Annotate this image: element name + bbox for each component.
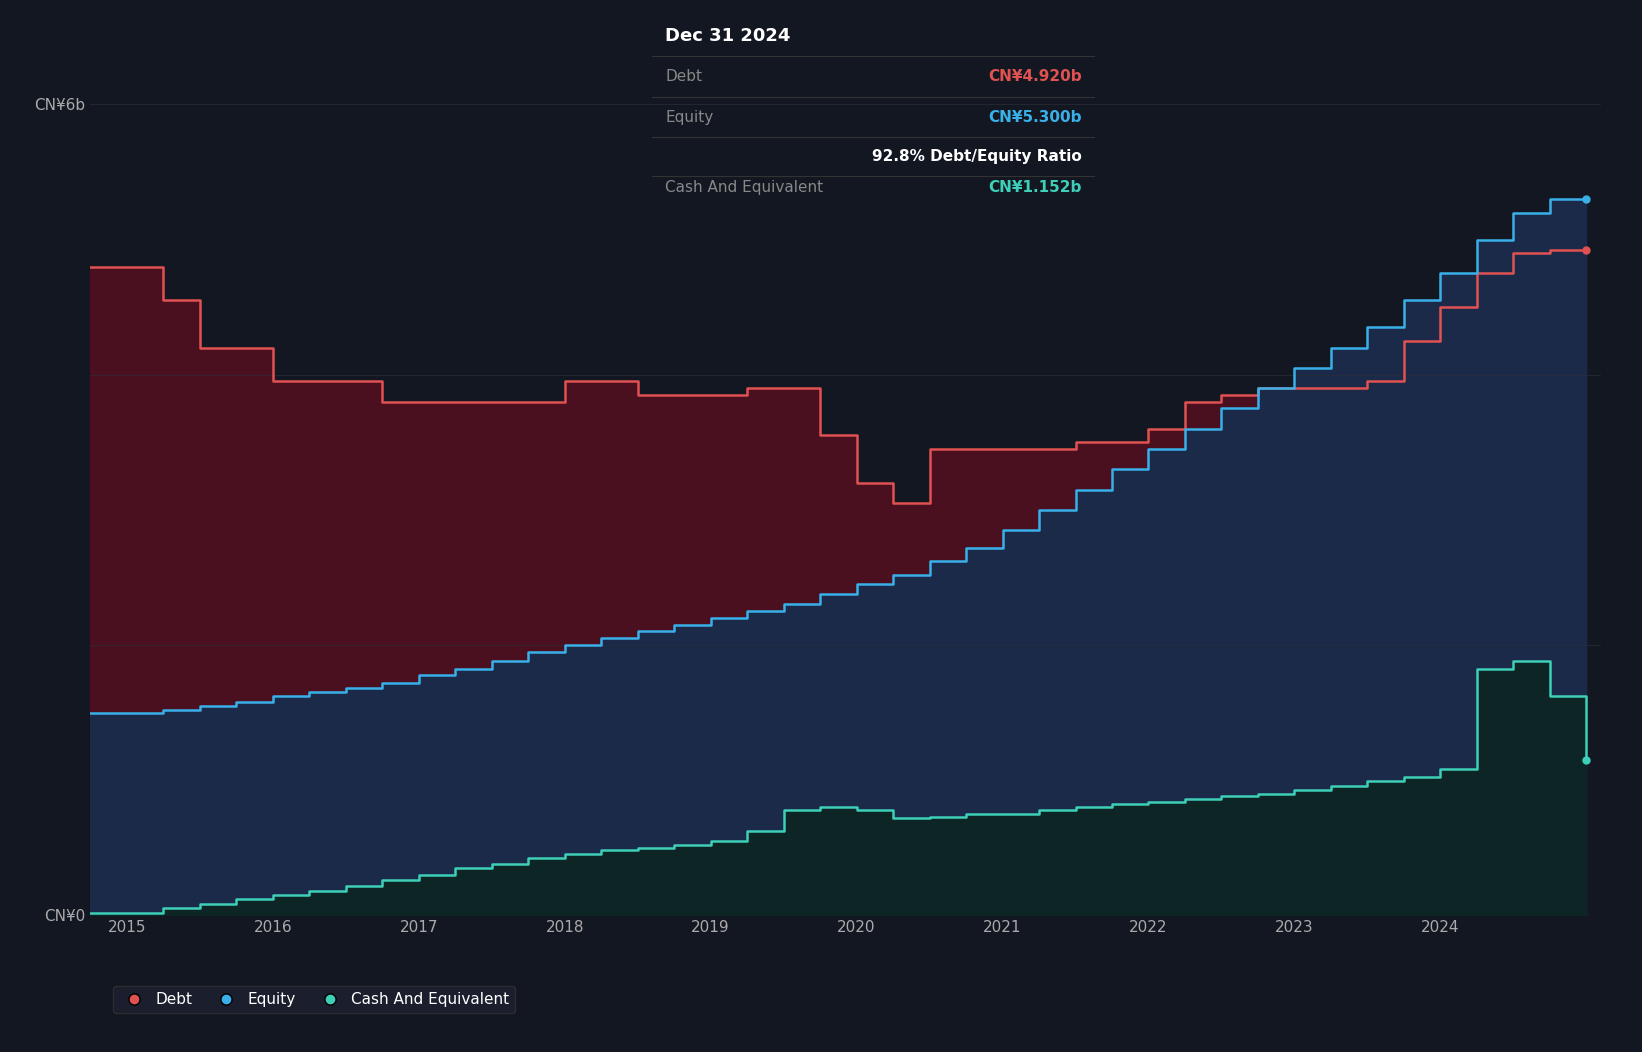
Text: Debt: Debt (665, 69, 703, 84)
Text: Cash And Equivalent: Cash And Equivalent (665, 180, 823, 196)
Text: 92.8% Debt/Equity Ratio: 92.8% Debt/Equity Ratio (872, 149, 1082, 164)
Text: CN¥1.152b: CN¥1.152b (988, 180, 1082, 196)
Legend: Debt, Equity, Cash And Equivalent: Debt, Equity, Cash And Equivalent (113, 986, 516, 1013)
Text: CN¥5.300b: CN¥5.300b (988, 109, 1082, 124)
Text: Equity: Equity (665, 109, 713, 124)
Text: Dec 31 2024: Dec 31 2024 (665, 27, 790, 45)
Text: CN¥4.920b: CN¥4.920b (988, 69, 1082, 84)
